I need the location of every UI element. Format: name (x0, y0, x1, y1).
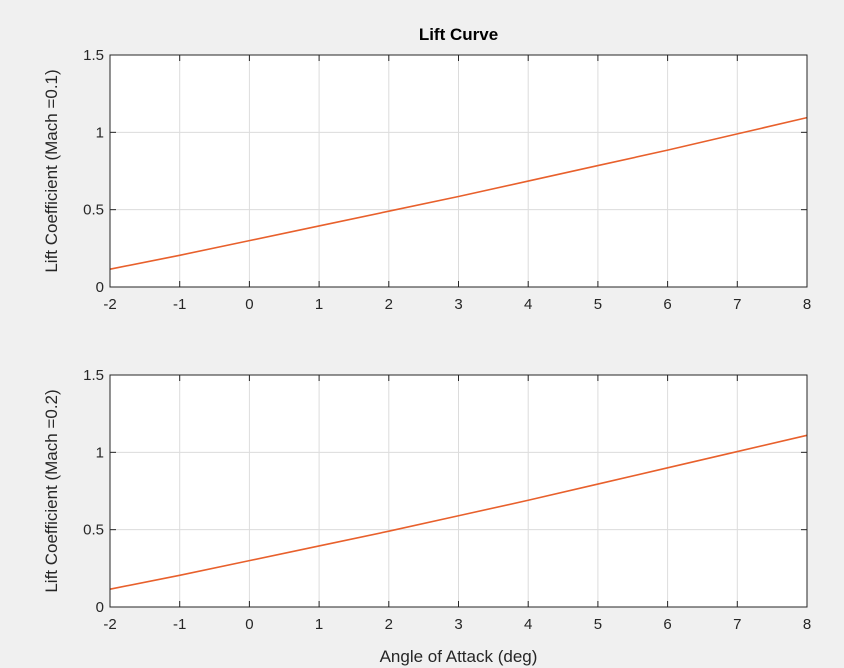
x-tick-label: 3 (454, 296, 462, 313)
y-tick-label: 1.5 (83, 367, 104, 384)
x-tick-label: -2 (103, 296, 116, 313)
series-line-1 (109, 434, 808, 590)
x-axis-label: Angle of Attack (deg) (380, 647, 538, 666)
x-tick-label: 6 (663, 616, 671, 633)
y-tick-label: 1 (96, 124, 104, 141)
x-tick-label: 4 (524, 616, 532, 633)
x-tick-label: 2 (385, 296, 393, 313)
y-tick-label: 0.5 (83, 522, 104, 539)
x-tick-label: 4 (524, 296, 532, 313)
x-tick-label: 0 (245, 616, 253, 633)
x-tick-label: -1 (173, 616, 186, 633)
x-tick-label: 8 (803, 616, 811, 633)
x-tick-label: -1 (173, 296, 186, 313)
axes-panel-1: -2 -1 0 1 2 3 4 5 6 7 8 0 0.5 1 1.5 Lift Coefficient (M… (42, 25, 811, 313)
x-tick-label: 7 (733, 296, 741, 313)
series-line-1 (109, 116, 808, 270)
y-tick-label: 1 (96, 444, 104, 461)
chart-title: Lift Curve (419, 25, 498, 44)
y-tick-label: 0 (96, 599, 104, 616)
y-axis-label: Lift Coefficient (Mach =0.1) (42, 69, 61, 272)
x-tick-label: 2 (385, 616, 393, 633)
x-tick-label: 0 (245, 296, 253, 313)
y-tick-label: 1.5 (83, 47, 104, 64)
x-tick-label: 7 (733, 616, 741, 633)
axes-panel-2: -2 -1 0 1 2 3 4 5 6 7 8 0 0.5 1 1.5 Lift Coefficient (M… (42, 367, 811, 666)
x-tick-label: 3 (454, 616, 462, 633)
x-tick-label: 6 (663, 296, 671, 313)
y-tick-label: 0.5 (83, 202, 104, 219)
x-tick-label: 5 (594, 616, 602, 633)
x-tick-label: 8 (803, 296, 811, 313)
x-tick-label: 5 (594, 296, 602, 313)
x-tick-label: -2 (103, 616, 116, 633)
y-axis-label: Lift Coefficient (Mach =0.2) (42, 389, 61, 592)
y-tick-label: 0 (96, 279, 104, 296)
x-tick-label: 1 (315, 296, 323, 313)
x-tick-label: 1 (315, 616, 323, 633)
